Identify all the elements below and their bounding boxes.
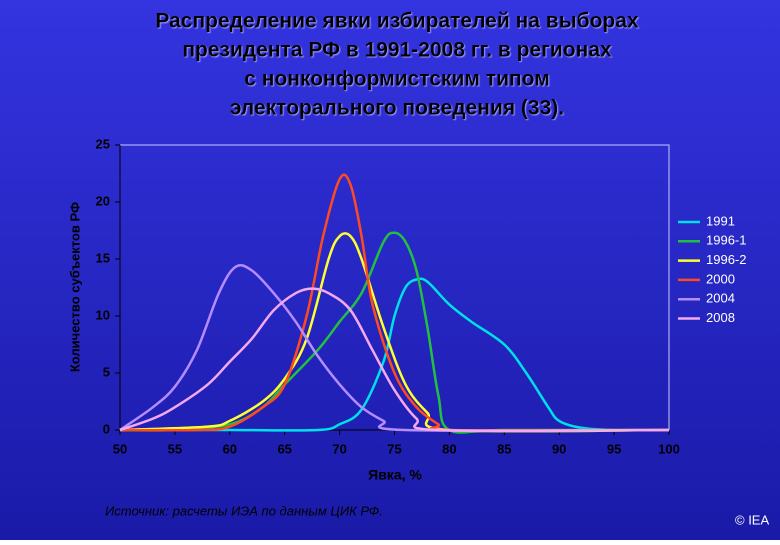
- x-tick-label: 65: [277, 441, 291, 456]
- legend-label: 1991: [706, 213, 735, 228]
- copyright: © IEA: [735, 512, 769, 527]
- y-tick-label: 20: [96, 193, 110, 208]
- y-tick-label: 25: [96, 136, 110, 151]
- x-tick-label: 80: [442, 441, 456, 456]
- y-tick-label: 5: [103, 364, 110, 379]
- y-tick-label: 10: [96, 307, 110, 322]
- y-axis-label: Количество субъектов РФ: [67, 202, 82, 372]
- series-line: [119, 287, 670, 433]
- title-line: Распределение явки избирателей на выбора…: [155, 10, 639, 33]
- plot: 0 5 10 15 20 25 50 55 60 65 70 75 80 85 90 95 100 1991 199…: [96, 136, 747, 456]
- x-tick-label: 85: [497, 441, 511, 456]
- x-tick-label: 50: [113, 441, 127, 456]
- series-line: [120, 277, 670, 432]
- x-tick-label: 100: [658, 441, 680, 456]
- x-tick-label: 70: [332, 441, 346, 456]
- legend-label: 2008: [706, 310, 735, 325]
- x-tick-label: 60: [223, 441, 237, 456]
- series-line: [119, 173, 670, 432]
- title-line: электорального поведения (33).: [230, 97, 564, 120]
- title-line: президента РФ в 1991-2008 гг. в регионах: [182, 39, 612, 62]
- x-tick-label: 55: [168, 441, 182, 456]
- x-tick-label: 90: [552, 441, 566, 456]
- x-tick-label: 75: [387, 441, 401, 456]
- legend-label: 2000: [706, 271, 735, 286]
- title-line: с нонконформистским типом: [244, 68, 550, 91]
- y-tick-label: 0: [103, 421, 110, 436]
- legend-label: 1996-2: [706, 252, 746, 267]
- source: Источник: расчеты ИЭА по данным ЦИК РФ.: [105, 503, 383, 518]
- legend-label: 2004: [706, 291, 735, 306]
- x-tick-label: 95: [607, 441, 621, 456]
- legend-label: 1996-1: [706, 233, 746, 248]
- y-tick-label: 15: [96, 250, 110, 265]
- title: Распределение явки избирателей на выбора…: [155, 10, 639, 120]
- x-axis-label: Явка, %: [368, 467, 422, 483]
- series-line: [119, 263, 670, 432]
